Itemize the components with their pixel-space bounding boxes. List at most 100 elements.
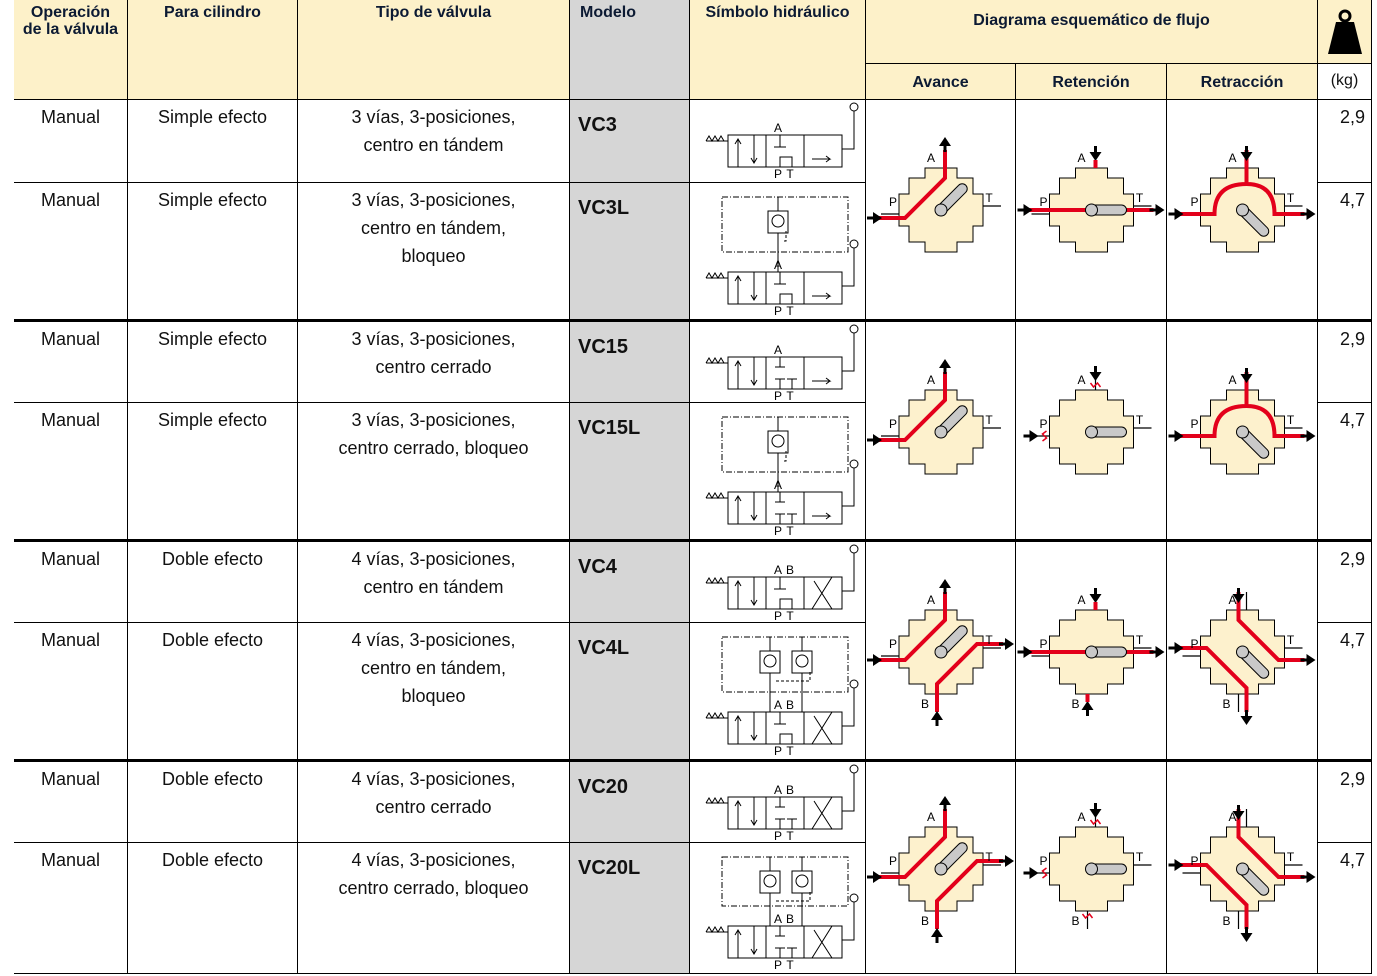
shape <box>849 764 859 774</box>
drawing: A P T B <box>1168 805 1316 942</box>
shape: A P T B <box>1168 805 1316 942</box>
port-label: P <box>1039 854 1047 868</box>
cylinder-cell: Simple efecto <box>128 320 298 403</box>
valve-type-cell: 3 vías, 3-posiciones, centro en tándem <box>298 100 570 183</box>
shape: A P T B <box>1017 588 1165 716</box>
shape <box>811 711 833 745</box>
port-label: T <box>786 304 794 318</box>
flow-cell: A P T <box>1016 320 1167 540</box>
drawing: A P T B <box>1017 588 1165 716</box>
shape <box>784 451 787 462</box>
shape <box>1236 203 1249 217</box>
port-label: B <box>1071 914 1079 928</box>
operation-cell: Manual <box>14 540 128 623</box>
shape <box>879 372 947 442</box>
shape: A P T B <box>867 796 1014 943</box>
shape: A P T B <box>1168 588 1316 725</box>
flow-cell: A P T <box>1167 320 1318 540</box>
port-label: B <box>1071 697 1079 711</box>
port-label: T <box>985 413 993 427</box>
shape <box>705 357 728 364</box>
port-label: A <box>774 121 782 135</box>
shape <box>1168 208 1184 220</box>
port-label: A <box>774 563 782 577</box>
shape <box>999 638 1014 650</box>
port-label: P <box>889 195 897 209</box>
shape <box>784 231 787 242</box>
drawing: AP T <box>1168 146 1316 253</box>
shape <box>705 797 728 804</box>
valve-type-cell: 3 vías, 3-posiciones, centro cerrado <box>298 320 570 403</box>
shape <box>1240 927 1253 942</box>
shape <box>939 359 951 374</box>
shape <box>879 809 947 879</box>
header-cell: Símbolo hidráulico <box>690 0 866 100</box>
drawing: AP T <box>1023 366 1152 475</box>
weight-cell: 2,9 <box>1318 760 1372 843</box>
shape <box>1085 645 1098 659</box>
valve-type-cell: 4 vías, 3-posiciones, centro en tándem <box>298 540 570 623</box>
header-cell: Retención <box>1016 64 1167 100</box>
port-label: B <box>786 912 794 926</box>
shape <box>842 553 855 592</box>
shape <box>1168 859 1184 871</box>
shape <box>765 134 805 168</box>
shape <box>935 642 1003 712</box>
cylinder-cell: Doble efecto <box>128 623 298 760</box>
shape <box>1236 425 1249 439</box>
port-label: T <box>786 958 794 972</box>
shape <box>776 891 811 902</box>
shape <box>931 928 943 943</box>
port-label: B <box>921 914 929 928</box>
shape <box>812 292 832 300</box>
shape <box>812 512 832 520</box>
shape <box>1168 430 1184 442</box>
shape <box>1149 646 1165 658</box>
shape <box>849 893 859 903</box>
shape <box>705 135 728 142</box>
port-label: B <box>1222 914 1230 928</box>
valve-type-cell: 4 vías, 3-posiciones, centro cerrado, bl… <box>298 843 570 974</box>
shape <box>1300 654 1316 666</box>
shape <box>771 434 785 448</box>
port-label: T <box>1287 850 1295 864</box>
operation-cell: Manual <box>14 183 128 320</box>
shape <box>934 862 948 876</box>
drawing: A B P T <box>705 856 859 972</box>
shape <box>727 356 767 390</box>
port-label: A <box>1077 373 1085 387</box>
shape <box>1081 701 1094 716</box>
shape <box>812 155 832 163</box>
port-label: A <box>1228 373 1236 387</box>
port-label: A <box>774 343 782 357</box>
port-label: P <box>1039 637 1047 651</box>
shape <box>1240 368 1253 383</box>
shape <box>867 434 882 446</box>
shape <box>734 492 758 524</box>
drawing <box>1328 9 1362 54</box>
port-label: T <box>786 829 794 843</box>
shape <box>1089 146 1102 161</box>
shape <box>721 636 849 693</box>
shape <box>803 491 843 525</box>
port-label: P <box>889 417 897 431</box>
shape <box>939 796 951 811</box>
shape <box>934 645 948 659</box>
shape <box>776 671 811 682</box>
weight-cell: 4,7 <box>1318 623 1372 760</box>
flow-cell: A P T B <box>866 760 1016 974</box>
drawing: AP T <box>705 102 859 181</box>
port-label: T <box>1136 191 1144 205</box>
port-label: T <box>786 389 794 403</box>
port-label: T <box>1287 191 1295 205</box>
shape <box>842 773 855 812</box>
shape <box>727 925 767 959</box>
port-label: A <box>774 698 782 712</box>
cylinder-cell: Doble efecto <box>128 760 298 843</box>
shape <box>1180 863 1249 929</box>
header-cell: Avance <box>866 64 1016 100</box>
port-label: T <box>985 191 993 205</box>
